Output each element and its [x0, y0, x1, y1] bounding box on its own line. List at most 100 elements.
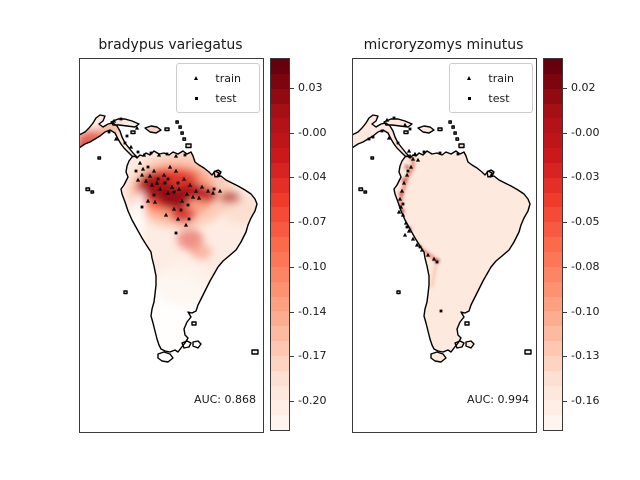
test-point: [422, 150, 426, 154]
test-point: [396, 141, 400, 145]
colorbar-band: [544, 311, 562, 327]
train-point: [169, 184, 175, 189]
train-point: [156, 152, 162, 157]
train-point: [406, 148, 412, 153]
train-point: [414, 242, 420, 247]
test-point: [439, 309, 443, 313]
colorbar-tick-mark: [563, 356, 567, 357]
auc-annotation: AUC: 0.868: [194, 393, 256, 406]
train-point: [402, 232, 408, 237]
colorbar-tick-label: -0.13: [571, 349, 600, 362]
colorbar-tick-mark: [290, 356, 294, 357]
colorbar-band: [544, 400, 562, 416]
train-point: [140, 166, 146, 171]
colorbar-band: [271, 207, 289, 223]
test-point: [408, 127, 412, 131]
colorbar-band: [544, 118, 562, 134]
colorbar-tick-mark: [290, 133, 294, 134]
colorbar-band: [271, 88, 289, 104]
colorbar-band: [271, 341, 289, 356]
train-marker-icon: [177, 76, 215, 80]
train-point: [193, 188, 199, 193]
colorbar-tick-label: -0.14: [298, 305, 327, 318]
train-point: [173, 168, 179, 173]
train-point: [412, 151, 418, 156]
colorbar-band: [271, 355, 289, 371]
colorbar-band: [544, 237, 562, 252]
colorbar-microryzomys: 0.02 -0.00 -0.03 -0.05 -0.08 -0.10 -0.13 -0.16: [543, 58, 599, 431]
colorbar-tick-mark: [290, 312, 294, 313]
colorbar-band: [544, 281, 562, 297]
train-point: [419, 247, 425, 252]
train-point: [167, 164, 173, 169]
colorbar-band: [544, 103, 562, 119]
colorbar-tick-label: -0.03: [571, 170, 600, 183]
test-point: [401, 202, 405, 206]
colorbar-band: [544, 296, 562, 312]
train-point: [139, 172, 145, 177]
test-point: [418, 245, 422, 249]
test-point: [140, 205, 144, 209]
colorbar-band: [544, 370, 562, 386]
colorbar-tick-label: -0.17: [298, 349, 327, 362]
auc-annotation: AUC: 0.994: [467, 393, 529, 406]
colorbar-tick-label: -0.16: [571, 394, 600, 407]
test-point: [456, 152, 460, 156]
train-point: [401, 180, 407, 185]
colorbar-tick-label: 0.03: [298, 81, 323, 94]
train-point: [149, 182, 155, 187]
train-point: [199, 184, 205, 189]
test-point: [438, 151, 442, 155]
colorbar-band: [271, 162, 289, 178]
colorbar-band: [271, 370, 289, 386]
map-axes-microryzomys: train test AUC: 0.994: [352, 58, 537, 433]
colorbar-band: [271, 385, 289, 401]
test-point: [406, 169, 410, 173]
test-point: [435, 260, 439, 264]
train-point: [403, 220, 409, 225]
test-point: [405, 225, 409, 229]
colorbar-tick-label: -0.00: [298, 126, 327, 139]
test-point: [136, 150, 140, 154]
colorbar-tick-label: -0.04: [298, 170, 327, 183]
train-point: [175, 216, 181, 221]
legend: train test: [449, 63, 533, 113]
colorbar-band: [271, 177, 289, 193]
colorbar-tick-label: -0.08: [571, 260, 600, 273]
colorbar-tick-label: -0.10: [571, 305, 600, 318]
colorbar-band: [271, 148, 289, 163]
legend-label-train: train: [215, 71, 241, 85]
test-point: [134, 169, 138, 173]
colorbar-band: [544, 177, 562, 193]
train-point: [181, 176, 187, 181]
plot-title-microryzomys: microryzomys minutus: [363, 37, 524, 53]
train-point: [205, 188, 211, 193]
colorbar-band: [271, 266, 289, 282]
colorbar-band: [271, 251, 289, 267]
train-point: [113, 136, 119, 141]
train-point: [398, 204, 404, 209]
train-point: [210, 190, 216, 195]
test-point: [149, 151, 153, 155]
train-point: [111, 118, 117, 123]
legend-item-test: test: [177, 88, 251, 108]
colorbar-band: [544, 133, 562, 149]
train-point: [154, 180, 160, 185]
colorbar-gradient: [270, 58, 290, 431]
legend-item-train: train: [450, 68, 524, 88]
colorbar-band: [271, 281, 289, 297]
train-point: [217, 188, 223, 193]
legend-item-test: test: [450, 88, 524, 108]
colorbar-band: [544, 222, 562, 238]
map-microryzomys: [353, 114, 532, 363]
train-point: [187, 182, 193, 187]
test-point: [172, 190, 176, 194]
train-point: [137, 160, 143, 165]
colorbar-band: [544, 326, 562, 342]
test-point: [183, 153, 187, 157]
train-point: [165, 190, 171, 195]
test-point: [166, 177, 170, 181]
colorbar-tick-mark: [290, 401, 294, 402]
test-point: [179, 208, 183, 212]
